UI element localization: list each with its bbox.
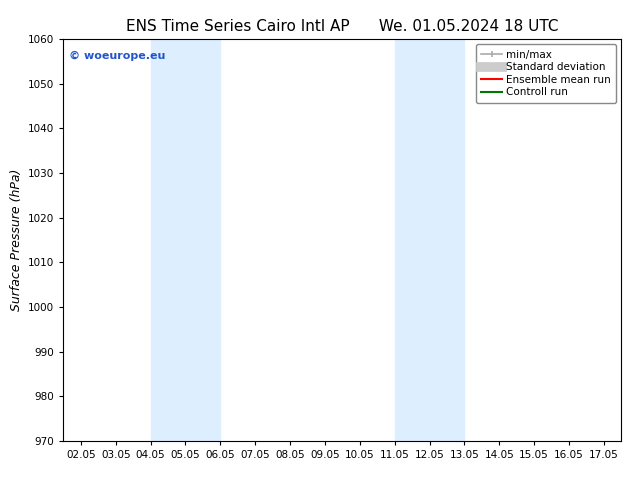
Legend: min/max, Standard deviation, Ensemble mean run, Controll run: min/max, Standard deviation, Ensemble me… xyxy=(476,45,616,102)
Title: ENS Time Series Cairo Intl AP      We. 01.05.2024 18 UTC: ENS Time Series Cairo Intl AP We. 01.05.… xyxy=(126,19,559,34)
Y-axis label: Surface Pressure (hPa): Surface Pressure (hPa) xyxy=(10,169,23,311)
Bar xyxy=(150,39,221,441)
Text: © woeurope.eu: © woeurope.eu xyxy=(69,51,165,61)
Bar xyxy=(394,39,464,441)
